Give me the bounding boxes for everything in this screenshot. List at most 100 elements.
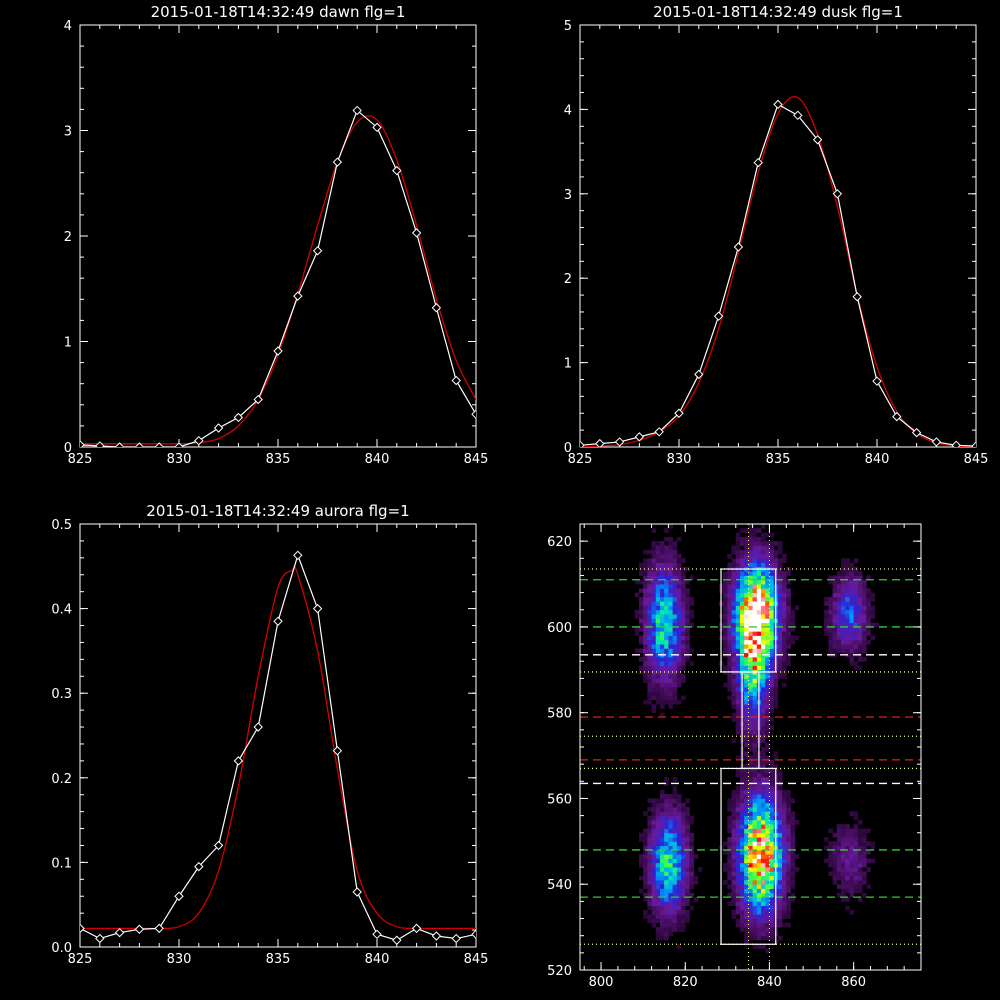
heatmap-cell [761, 777, 766, 782]
heatmap-cell [664, 802, 669, 808]
x-tick-label: 845 [964, 452, 989, 467]
heatmap-cell [849, 579, 855, 585]
heatmap-cell [655, 562, 661, 568]
heatmap-cell [845, 875, 850, 881]
heatmap-cell [761, 639, 766, 645]
heatmap-cell [664, 596, 669, 602]
heatmap-cell [761, 841, 766, 847]
heatmap-cell [647, 888, 652, 894]
heatmap-cell [832, 631, 838, 636]
heatmap-cell [638, 618, 644, 624]
heatmap-cell [828, 648, 833, 654]
heatmap-cell [849, 909, 855, 915]
heatmap-cell [668, 931, 674, 937]
heatmap-cell [761, 918, 766, 924]
heatmap-cell [765, 622, 770, 628]
heatmap-cell [849, 609, 855, 615]
heatmap-cell [659, 596, 665, 602]
heatmap-cell [752, 729, 758, 735]
heatmap-cell [739, 584, 745, 589]
data-point-marker [194, 861, 204, 872]
heatmap-cell [651, 639, 657, 645]
heatmap-cell [841, 596, 846, 602]
heatmap-cell [689, 622, 695, 628]
heatmap-cell [744, 579, 749, 585]
heatmap-cell [756, 837, 762, 842]
heatmap-cell [744, 704, 749, 709]
heatmap-cell [853, 832, 859, 838]
heatmap-cell [664, 824, 669, 829]
heatmap-cell [668, 674, 674, 679]
heatmap-cell [655, 837, 661, 842]
heatmap-cell [672, 644, 678, 649]
heatmap-cell [739, 541, 745, 546]
y-tick-label: 540 [547, 878, 572, 893]
heatmap-cell [870, 596, 876, 602]
heatmap-cell [777, 785, 783, 791]
heatmap-cell [765, 562, 770, 568]
heatmap-cell [651, 897, 657, 902]
heatmap-cell [748, 614, 754, 619]
heatmap-cell [845, 596, 850, 602]
heatmap-cell [659, 789, 665, 795]
heatmap-cell [723, 631, 728, 636]
heatmap-cell [769, 764, 775, 769]
data-point-marker [753, 157, 763, 168]
heatmap-cell [676, 592, 682, 598]
heatmap-cell [735, 802, 741, 808]
heatmap-cell [735, 622, 741, 628]
y-tick-label: 520 [547, 964, 572, 979]
heatmap-cell [832, 588, 838, 594]
heatmap-cell [756, 884, 762, 889]
heatmap-cell [777, 674, 783, 679]
heatmap-cell [853, 879, 859, 885]
heatmap-cell [731, 909, 737, 915]
heatmap-cell [786, 789, 791, 795]
heatmap-cell [647, 858, 652, 864]
heatmap-cell [752, 867, 758, 872]
heatmap-cell [845, 867, 850, 872]
heatmap-cell [765, 712, 770, 718]
heatmap-cell [756, 888, 762, 894]
heatmap-cell [735, 755, 741, 761]
heatmap-cell [870, 614, 876, 619]
heatmap-cell [651, 802, 657, 808]
heatmap-cell [786, 871, 791, 877]
heatmap-cell [647, 918, 652, 924]
heatmap-cell [786, 609, 791, 615]
heatmap-cell [676, 914, 682, 919]
heatmap-cell [723, 862, 728, 868]
heatmap-cell [643, 845, 648, 851]
heatmap-cell [853, 888, 859, 894]
heatmap-cell [769, 927, 775, 932]
x-tick-label: 835 [266, 952, 291, 967]
heatmap-cell [676, 682, 682, 688]
heatmap-cell [765, 798, 770, 804]
heatmap-cell [748, 819, 754, 825]
heatmap-cell [748, 931, 754, 937]
heatmap-cell [748, 849, 754, 855]
y-tick-label: 600 [547, 621, 572, 636]
heatmap-cell [647, 875, 652, 881]
heatmap-cell [862, 871, 867, 877]
heatmap-cell [761, 879, 766, 885]
heatmap-cell [862, 879, 867, 885]
heatmap-cell [752, 618, 758, 624]
heatmap-cell [735, 549, 741, 555]
heatmap-cell [727, 588, 732, 594]
heatmap-cell [744, 828, 749, 834]
heatmap-cell [765, 734, 770, 739]
heatmap-cell [655, 682, 661, 688]
heatmap-cell [782, 798, 787, 804]
heatmap-cell [647, 849, 652, 855]
heatmap-cell [659, 661, 665, 666]
heatmap-cell [655, 888, 661, 894]
heatmap-cell [744, 772, 749, 778]
heatmap-cell [782, 875, 787, 881]
heatmap-cell [668, 686, 674, 692]
heatmap-cell [756, 879, 762, 885]
heatmap-cell [777, 644, 783, 649]
data-point-marker [595, 438, 605, 447]
heatmap-cell [748, 631, 754, 636]
